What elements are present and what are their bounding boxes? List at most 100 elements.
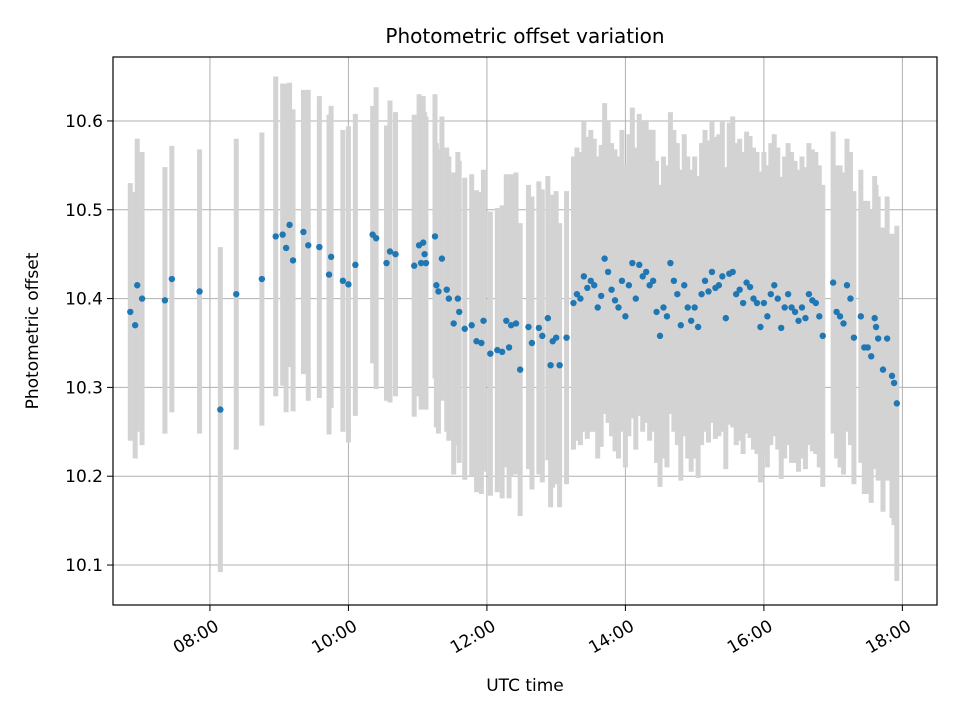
data-point — [883, 335, 891, 342]
data-point — [816, 313, 823, 320]
data-point — [305, 242, 312, 249]
data-point — [433, 282, 440, 289]
data-point — [587, 277, 594, 285]
data-point — [435, 288, 442, 295]
data-point — [708, 268, 716, 276]
y-tick-label: 10.2 — [65, 467, 103, 487]
data-point — [871, 314, 878, 322]
data-point — [836, 313, 844, 320]
data-points — [127, 221, 901, 413]
data-point — [798, 304, 806, 311]
data-point — [438, 255, 446, 262]
data-point — [694, 323, 702, 331]
data-point — [674, 290, 681, 298]
data-point — [760, 299, 768, 307]
data-point — [656, 332, 664, 340]
data-point — [784, 290, 792, 298]
data-point — [812, 299, 820, 307]
data-point — [601, 255, 608, 262]
data-point — [131, 322, 139, 329]
y-tick-label: 10.3 — [65, 378, 103, 398]
data-point — [611, 297, 619, 304]
data-point — [300, 228, 307, 236]
data-point — [840, 320, 847, 327]
data-point — [516, 366, 524, 373]
data-point — [893, 400, 901, 407]
data-point — [272, 233, 279, 240]
data-point — [594, 304, 601, 311]
data-point — [753, 299, 761, 307]
data-point — [746, 283, 754, 291]
data-point — [791, 308, 799, 316]
data-point — [649, 277, 657, 285]
data-point — [739, 299, 747, 307]
data-point — [684, 304, 691, 311]
data-point — [161, 297, 169, 304]
data-point — [888, 372, 896, 380]
data-point — [421, 250, 428, 258]
data-point — [386, 248, 394, 255]
data-point — [778, 324, 785, 332]
data-point — [879, 366, 887, 373]
data-point — [431, 233, 439, 240]
data-point — [584, 284, 591, 292]
data-point — [767, 290, 775, 298]
data-point — [286, 221, 293, 229]
data-point — [868, 353, 875, 360]
data-point — [279, 231, 286, 238]
data-point — [345, 281, 352, 288]
y-tick-label: 10.6 — [65, 112, 103, 132]
data-point — [528, 339, 536, 347]
data-point — [667, 259, 674, 267]
data-point — [327, 253, 335, 261]
data-point — [503, 317, 510, 324]
plot-frame — [112, 56, 938, 606]
data-point — [512, 320, 520, 327]
data-point — [473, 338, 480, 345]
data-point — [289, 257, 297, 264]
data-point — [618, 277, 626, 285]
data-point — [743, 279, 750, 286]
data-point — [608, 286, 615, 293]
data-point — [507, 322, 515, 329]
data-point — [233, 290, 240, 298]
data-point — [890, 379, 898, 387]
data-point — [681, 282, 688, 289]
data-point — [660, 304, 667, 311]
data-point — [468, 322, 475, 329]
data-point — [698, 290, 705, 298]
data-point — [539, 332, 546, 340]
data-point — [544, 314, 552, 322]
data-point — [829, 279, 837, 286]
data-point — [456, 308, 463, 316]
data-point — [781, 304, 788, 311]
data-point — [722, 314, 730, 322]
y-tick-label: 10.1 — [65, 556, 103, 576]
data-point — [757, 323, 764, 331]
data-point — [642, 268, 650, 276]
data-point — [570, 299, 577, 307]
data-point — [420, 239, 427, 246]
data-point — [622, 313, 629, 320]
data-point — [774, 295, 781, 302]
data-point — [653, 308, 660, 316]
data-point — [422, 259, 430, 267]
y-tick-label: 10.5 — [65, 201, 103, 221]
data-point — [372, 234, 380, 242]
data-point — [850, 334, 858, 341]
data-point — [573, 290, 581, 298]
y-axis-label: Photometric offset — [23, 252, 43, 409]
data-point — [719, 273, 726, 280]
data-point — [316, 243, 323, 251]
data-point — [580, 273, 588, 280]
data-point — [788, 304, 795, 311]
data-point — [833, 308, 840, 316]
data-point — [392, 250, 399, 258]
data-point — [597, 292, 605, 300]
data-point — [535, 324, 543, 332]
data-point — [138, 295, 146, 302]
data-point — [134, 282, 141, 289]
data-point — [604, 268, 612, 276]
data-point — [480, 317, 487, 324]
data-point — [450, 320, 457, 327]
